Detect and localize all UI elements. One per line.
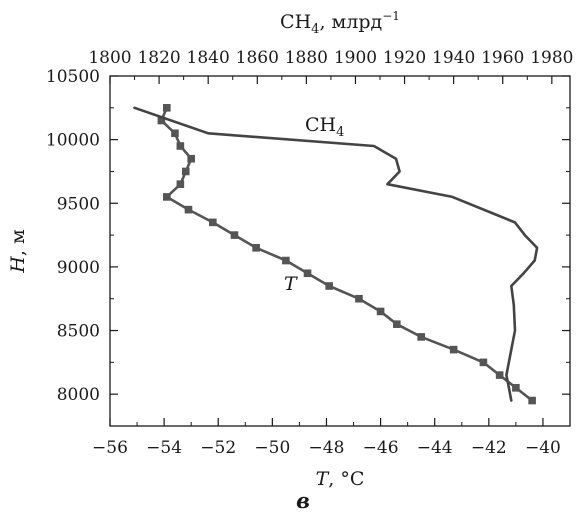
series-line-t	[160, 106, 534, 402]
top-tick-label: 1980	[530, 48, 573, 68]
bottom-tick-label: −44	[417, 438, 453, 458]
y-axis-title-unit: , м	[7, 229, 29, 256]
bottom-axis-title: T, °C	[316, 468, 365, 490]
data-point-t	[282, 256, 290, 265]
top-axis-title: CH4, млрд−1	[280, 9, 400, 37]
data-point-t	[479, 358, 488, 367]
bottom-axis-ticks: −56 −54 −52 −50 −48 −46 −44 −42 −40	[92, 418, 561, 458]
panel-letter: в	[296, 488, 310, 513]
data-point-t	[376, 307, 385, 316]
data-point-t	[184, 205, 193, 214]
series-label-t: T	[284, 273, 298, 295]
data-point-t	[157, 116, 166, 125]
top-tick-label: 1820	[137, 48, 180, 68]
y-tick-label: 8000	[57, 385, 100, 405]
data-point-t	[393, 320, 401, 328]
y-tick-label: 9500	[57, 194, 100, 214]
y-axis-title-var: H	[7, 256, 29, 274]
top-tick-label: 1920	[383, 48, 426, 68]
data-point-t	[303, 269, 312, 278]
data-point-t	[449, 345, 458, 354]
top-tick-label: 1800	[88, 48, 131, 68]
data-point-t	[252, 244, 260, 252]
series-line-ch4	[133, 106, 539, 402]
y-tick-label: 10000	[46, 131, 100, 151]
series-label-t-main: T	[284, 273, 298, 295]
data-point-t	[163, 193, 171, 201]
bottom-tick-label: −40	[525, 438, 561, 458]
top-tick-label: 1860	[236, 48, 279, 68]
series-label-ch4: CH4	[305, 114, 344, 140]
data-point-t	[230, 231, 239, 239]
bottom-tick-label: −56	[92, 438, 128, 458]
data-point-t	[176, 142, 185, 150]
data-point-t	[163, 104, 171, 112]
bottom-tick-label: −52	[200, 438, 236, 458]
top-axis-title-unit: , млрд	[319, 11, 382, 33]
series-layer	[133, 104, 539, 405]
top-tick-label: 1940	[432, 48, 475, 68]
y-tick-label: 9000	[57, 258, 100, 278]
data-point-t	[495, 371, 504, 379]
data-point-t	[512, 384, 520, 392]
bottom-axis-title-var: T	[316, 468, 330, 490]
data-point-t	[417, 333, 425, 341]
series-label-ch4-sub: 4	[336, 125, 344, 140]
bottom-tick-label: −50	[254, 438, 290, 458]
y-axis-title: H, м	[7, 229, 29, 274]
data-point-t	[355, 294, 363, 303]
bottom-tick-label: −42	[471, 438, 507, 458]
top-tick-label: 1880	[285, 48, 328, 68]
bottom-tick-label: −46	[363, 438, 399, 458]
bottom-tick-label: −48	[309, 438, 345, 458]
bottom-axis-title-unit: , °C	[328, 468, 364, 490]
data-point-t	[325, 282, 333, 290]
data-point-t	[209, 218, 217, 227]
top-axis-title-sup: −1	[382, 9, 400, 23]
series-label-ch4-main: CH	[305, 114, 336, 136]
plot-frame	[109, 75, 571, 427]
data-point-t	[187, 154, 195, 163]
y-tick-label: 10500	[46, 67, 100, 87]
y-tick-label: 8500	[57, 322, 100, 342]
top-axis-ticks: 1800 1820 1840 1860 1880 1900 1920 1940 1960 1980	[88, 48, 573, 84]
y-axis-ticks: 8000 8500 9000 9500 10000 10500	[46, 67, 570, 405]
data-point-t	[528, 396, 536, 405]
top-tick-label: 1900	[334, 48, 377, 68]
data-point-t	[181, 167, 190, 176]
bottom-tick-label: −54	[146, 438, 182, 458]
top-tick-label: 1960	[481, 48, 524, 68]
data-point-t	[176, 180, 185, 188]
data-point-t	[171, 129, 179, 138]
top-axis-title-main: CH	[280, 11, 311, 33]
top-axis-title-sub: 4	[311, 22, 319, 37]
top-tick-label: 1840	[187, 48, 230, 68]
